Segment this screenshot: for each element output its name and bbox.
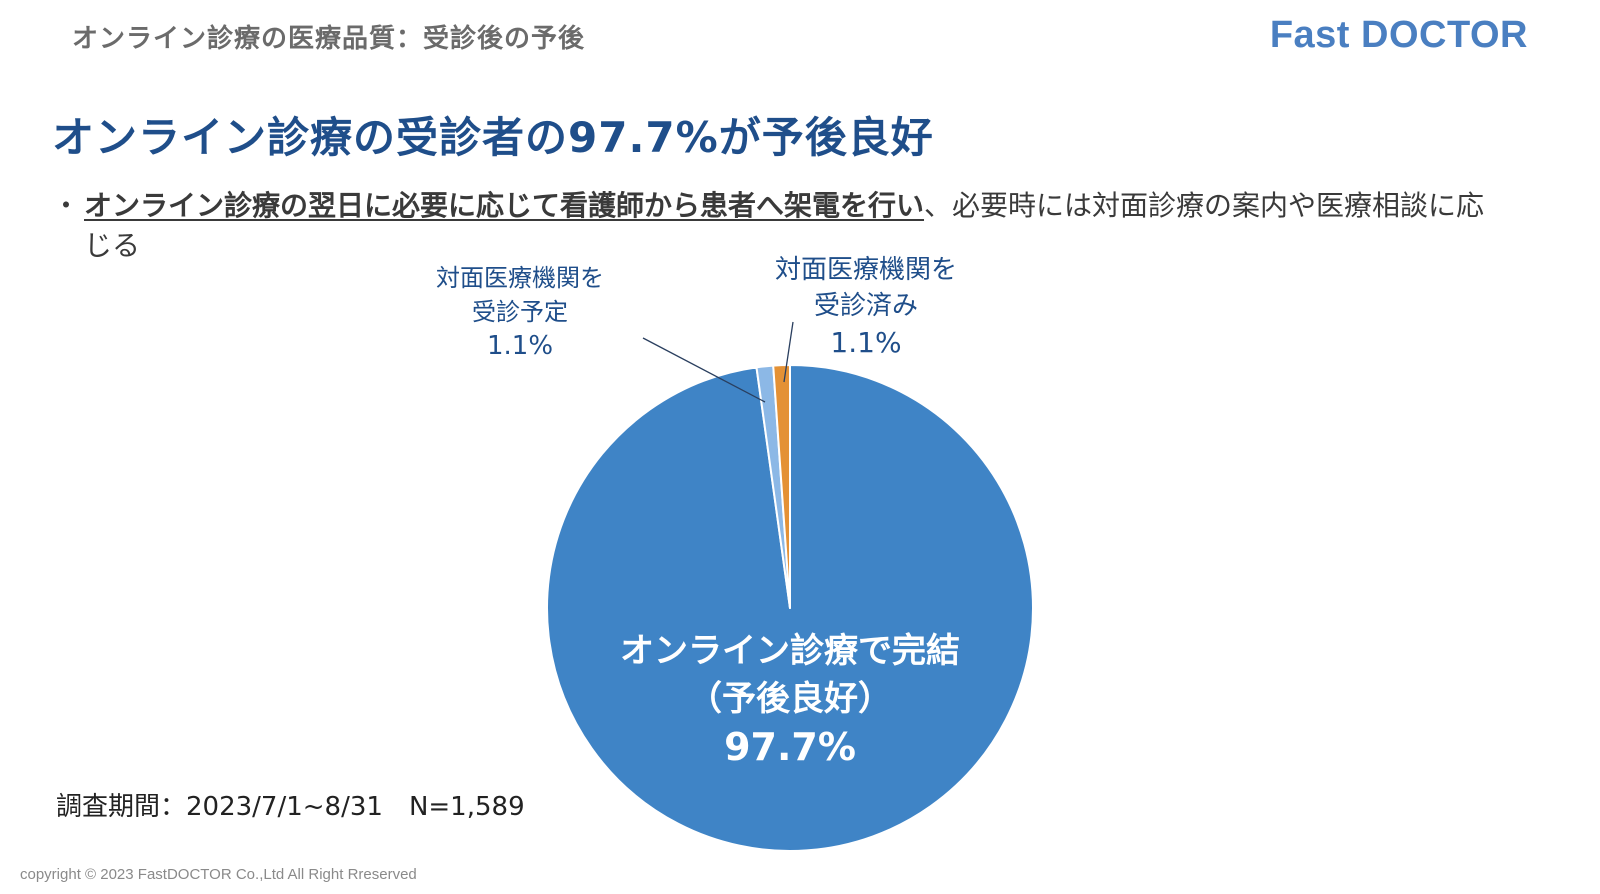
slice-label-scheduled-line2: 受診予定 [472, 298, 568, 326]
slice-label-completed-line2: （予後良好） [688, 679, 892, 719]
slice-value-completed: 97.7% [724, 725, 856, 769]
slice-label-completed-line1: オンライン診療で完結 [620, 631, 960, 671]
pie-slice-visited [772, 364, 791, 609]
survey-period: 調査期間：2023/7/1~8/31 N=1,589 [56, 792, 525, 822]
bullet-rest: 、必要時には対面診療の案内や医療相談に応じる [84, 189, 1485, 262]
headline: オンライン診療の受診者の97.7%が予後良好 [52, 113, 934, 162]
section-title: オンライン診療の医療品質：受診後の予後 [72, 24, 586, 54]
brand-logo: Fast DOCTOR [1269, 14, 1528, 56]
slice-label-visited-line1: 対面医療機関を [775, 255, 957, 285]
bullet-emphasis: オンライン診療の翌日に必要に応じて看護師から患者へ架電を行い [84, 189, 925, 222]
bullet-text: オンライン診療の翌日に必要に応じて看護師から患者へ架電を行い、必要時には対面診療… [84, 186, 1504, 266]
leader-line-scheduled [642, 337, 766, 403]
bullet-marker: ・ [52, 189, 81, 222]
leader-line-visited [783, 321, 794, 383]
bullet-point: ・ オンライン診療の翌日に必要に応じて看護師から患者へ架電を行い、必要時には対面… [52, 186, 1532, 266]
slice-value-scheduled: 1.1% [487, 331, 553, 361]
slice-label-visited-line2: 受診済み [814, 291, 918, 321]
copyright: copyright © 2023 FastDOCTOR Co.,Ltd All … [20, 866, 417, 883]
slice-label-scheduled-line1: 対面医療機関を [436, 264, 604, 292]
slice-value-visited: 1.1% [830, 326, 901, 359]
